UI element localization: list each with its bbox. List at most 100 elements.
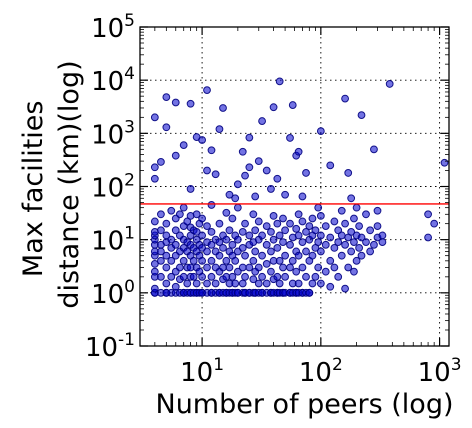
data-point (321, 240, 330, 249)
data-point (207, 240, 216, 249)
data-point (245, 263, 254, 272)
data-point (366, 247, 375, 256)
data-point (150, 113, 159, 122)
data-point (292, 267, 301, 276)
data-point (424, 233, 432, 242)
data-point (175, 263, 184, 272)
data-point (373, 206, 382, 215)
data-point (334, 272, 343, 281)
data-point (198, 256, 206, 265)
data-point (355, 222, 364, 230)
data-point (233, 203, 242, 212)
data-point (424, 210, 432, 219)
data-point (228, 214, 237, 223)
data-points (150, 77, 449, 297)
axis-ticks (140, 26, 449, 347)
data-point (167, 206, 176, 215)
data-point (171, 151, 180, 160)
data-point (171, 282, 180, 291)
data-point (362, 210, 370, 219)
data-point (311, 272, 320, 281)
data-point (275, 256, 284, 265)
data-point (269, 235, 278, 244)
data-point (430, 219, 439, 228)
data-point (281, 190, 289, 199)
data-point (150, 217, 159, 226)
data-point (314, 263, 323, 272)
data-point (251, 192, 260, 201)
data-point (275, 279, 284, 288)
data-point (251, 226, 260, 235)
data-point (357, 233, 366, 242)
data-point (355, 244, 364, 252)
data-point (281, 226, 289, 235)
data-point (249, 256, 258, 265)
data-point (207, 256, 216, 265)
data-point (347, 247, 356, 256)
data-point (267, 267, 275, 276)
data-point (215, 219, 224, 228)
data-point (347, 194, 356, 203)
data-point (370, 145, 378, 154)
data-point (294, 210, 303, 219)
data-point (292, 224, 301, 233)
y-tick-label: 105 (91, 11, 135, 44)
data-point (211, 279, 220, 288)
data-point (373, 222, 382, 230)
y-tick-label: 100 (91, 277, 135, 310)
data-point (269, 103, 278, 112)
data-point (341, 219, 349, 228)
data-point (330, 263, 339, 272)
data-point (150, 267, 159, 276)
data-point (203, 166, 211, 175)
data-point (334, 226, 343, 235)
data-point (440, 158, 449, 167)
data-point (334, 238, 343, 246)
data-point (198, 136, 206, 144)
data-point (203, 247, 211, 256)
data-point (157, 256, 165, 265)
data-point (262, 166, 271, 175)
data-point (186, 99, 195, 108)
data-point (294, 147, 303, 156)
data-point (222, 235, 231, 244)
data-point (286, 134, 294, 142)
data-point (211, 170, 220, 179)
data-point (233, 180, 242, 189)
data-point (207, 146, 216, 155)
data-point (219, 244, 227, 252)
data-point (321, 267, 330, 276)
y-axis-title-line-2: distance (km)(log) (54, 60, 85, 308)
data-point (273, 219, 282, 228)
data-point (330, 217, 339, 226)
data-point (241, 272, 249, 281)
data-point (347, 227, 356, 236)
data-point (314, 203, 323, 212)
data-point (167, 235, 176, 244)
y-tick-label: 102 (91, 171, 135, 204)
data-point (231, 194, 240, 203)
data-point (215, 238, 224, 246)
data-point (150, 284, 159, 293)
data-point (370, 240, 378, 249)
data-point (273, 272, 282, 281)
data-point (245, 133, 254, 142)
data-point (203, 86, 211, 95)
data-point (321, 222, 330, 230)
data-point (314, 238, 323, 246)
data-point (189, 256, 198, 265)
data-point (207, 201, 216, 209)
data-point (341, 240, 349, 249)
data-point (311, 226, 320, 235)
data-point (254, 157, 263, 166)
data-point (192, 279, 201, 288)
data-point (162, 219, 171, 228)
data-point (330, 244, 339, 252)
data-point (203, 222, 211, 230)
data-point (179, 141, 188, 150)
data-point (305, 222, 314, 230)
data-point (238, 227, 247, 236)
x-tick-label: 102 (299, 355, 343, 388)
data-point (308, 214, 317, 223)
